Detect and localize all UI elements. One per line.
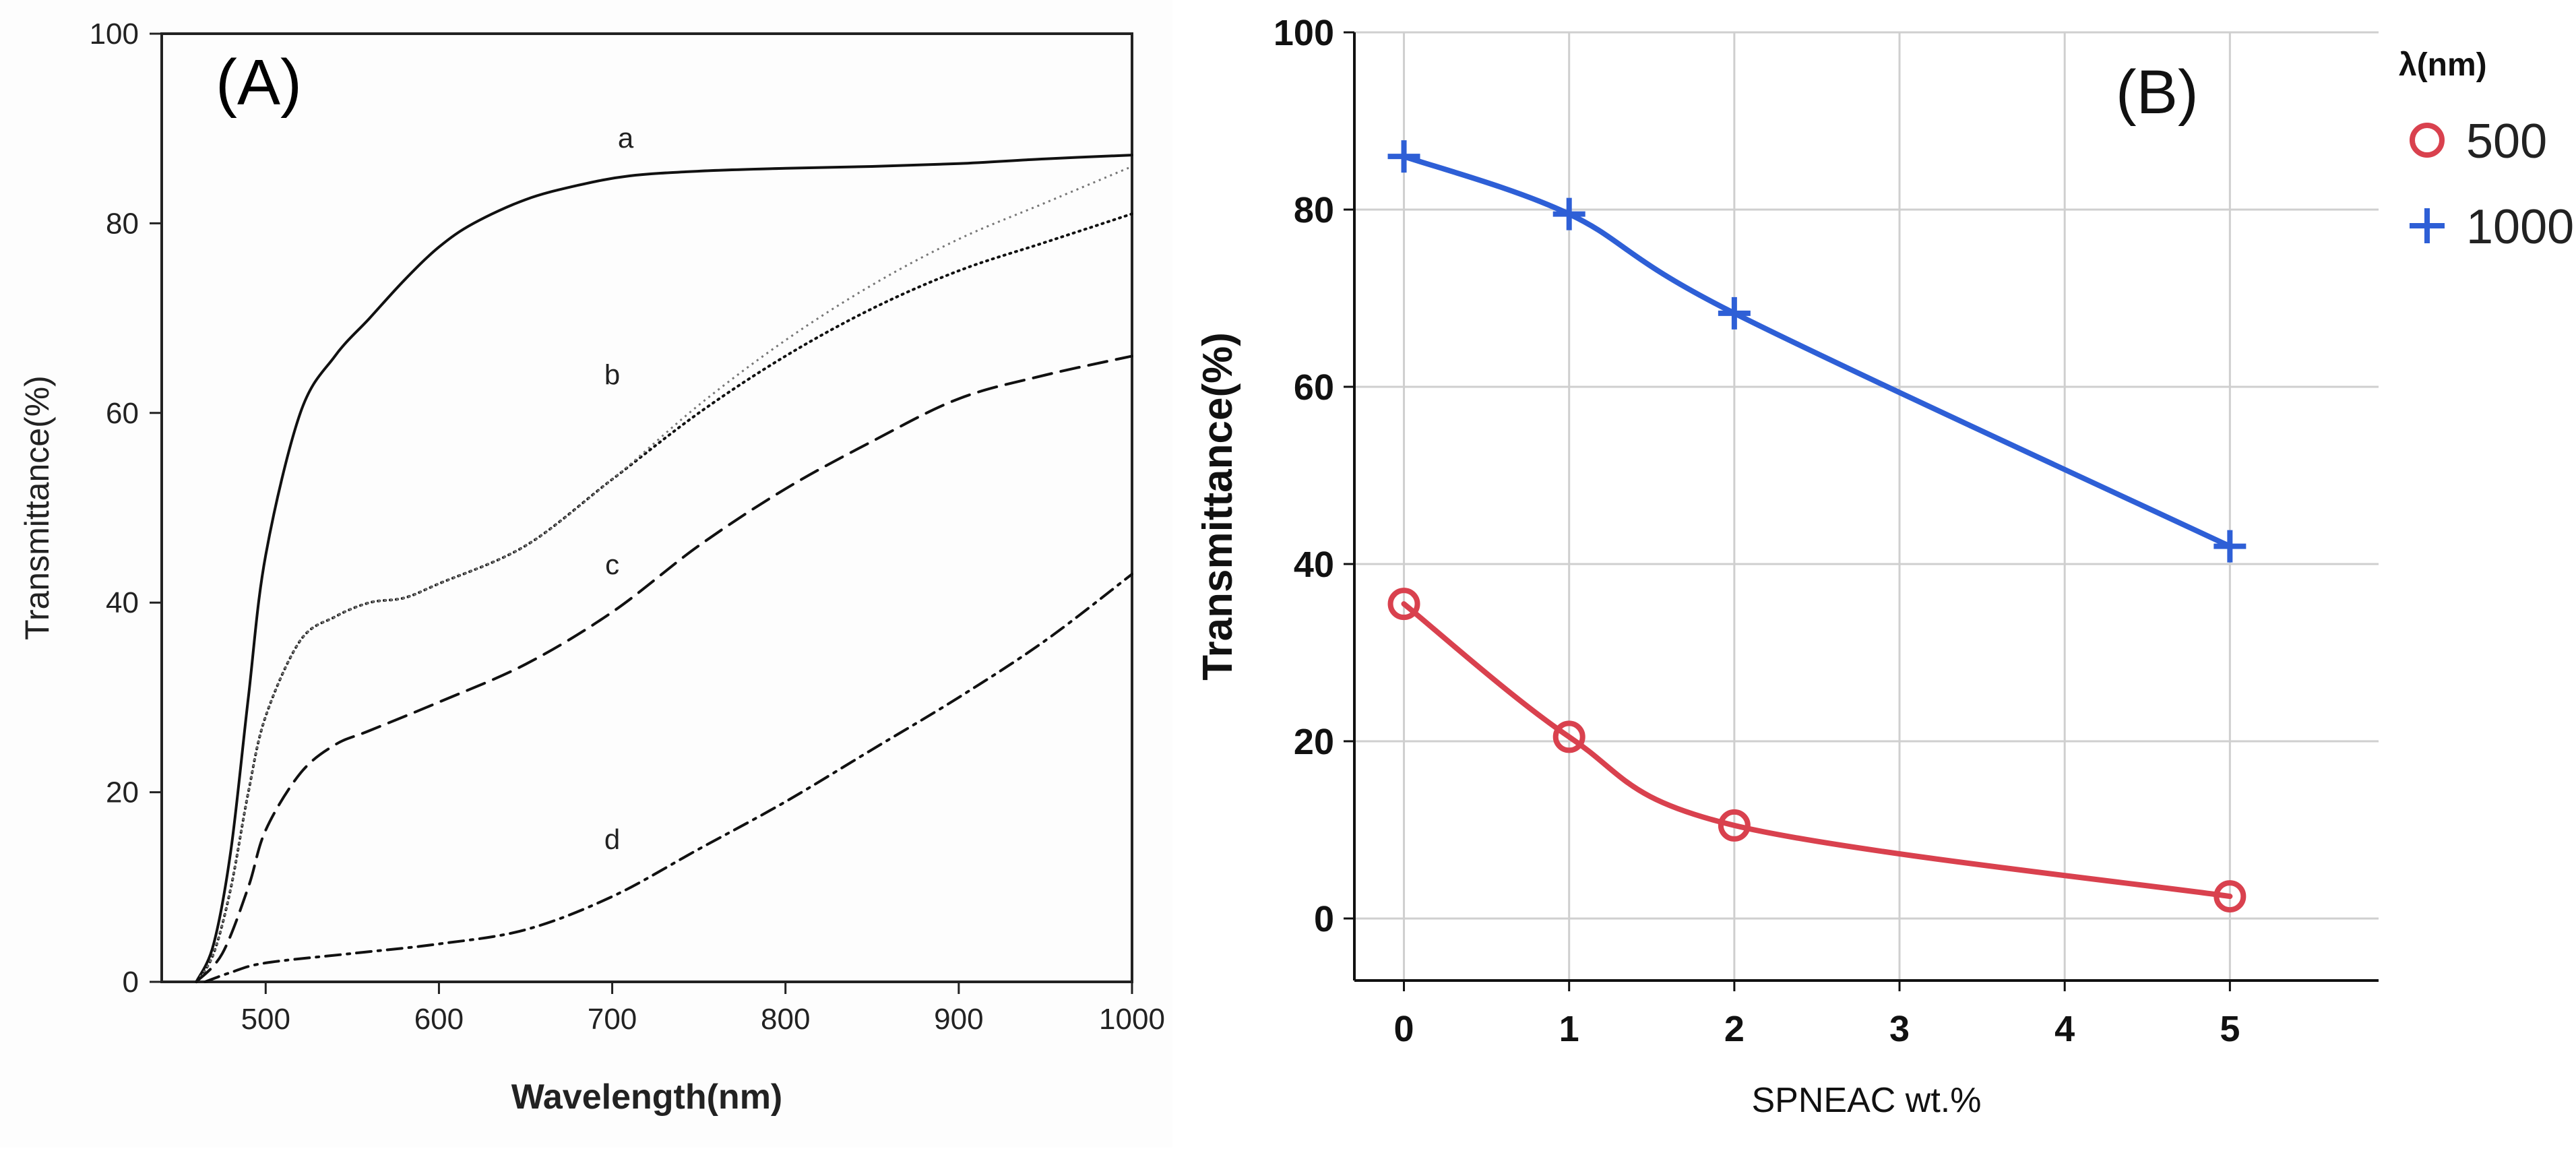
y-axis-title: Transmittance(%) [1195, 332, 1241, 681]
y-tick-label: 40 [1294, 545, 1334, 585]
x-tick-label: 1 [1559, 1009, 1579, 1049]
x-tick-label: 1000 [1099, 1003, 1165, 1036]
y-tick-label: 40 [106, 586, 139, 619]
series-line-b [195, 212, 1133, 983]
x-tick-label: 5 [2220, 1009, 2240, 1049]
legend-title: λ(nm) [2399, 47, 2487, 83]
x-tick-label: 0 [1394, 1009, 1414, 1049]
data-point-500 [1718, 809, 1751, 842]
x-tick-label: 900 [934, 1003, 983, 1036]
panel-label: (B) [2116, 58, 2199, 127]
series-line-d [203, 573, 1133, 983]
series-line-1000 [1401, 154, 2233, 549]
y-tick-label: 60 [106, 397, 139, 430]
chart-a-svg: 0 20 40 60 80 100 500 600 700 800 900 1000 Wavelengt… [18, 18, 1165, 1117]
chart-panel-a: 0 20 40 60 80 100 500 600 700 800 900 1000 Wavelengt… [0, 0, 1172, 1148]
series-line-c [195, 354, 1133, 983]
chart-panel-b: 0 1 2 3 4 5 0 20 40 60 80 100 SPNEAC wt.% Transmittan… [1172, 0, 2576, 1148]
curve-label-d: d [604, 823, 620, 855]
x-tick-label: 3 [1889, 1009, 1910, 1049]
x-tick-label: 500 [241, 1003, 290, 1036]
y-tick-label: 100 [1274, 13, 1334, 53]
x-tick-label: 4 [2054, 1009, 2075, 1049]
curve-label-c: c [605, 549, 619, 580]
data-point-500 [1552, 720, 1585, 753]
panel-label: (A) [216, 46, 302, 119]
y-tick-label: 60 [1294, 367, 1334, 408]
legend-label-1000: 1000 [2466, 200, 2574, 254]
x-tick-label: 2 [1724, 1009, 1745, 1049]
data-point-500 [2213, 880, 2247, 913]
legend-label-500: 500 [2466, 115, 2547, 168]
chart-b-svg: 0 1 2 3 4 5 0 20 40 60 80 100 SPNEAC wt.% Transmittan… [1195, 13, 2574, 1120]
y-tick-label: 0 [1314, 899, 1334, 939]
x-tick-label: 700 [588, 1003, 637, 1036]
data-point-1000 [1552, 197, 1585, 230]
legend-marker-500 [2410, 123, 2445, 158]
data-point-1000 [2213, 530, 2247, 563]
x-axis-title: SPNEAC wt.% [1752, 1081, 1982, 1120]
x-axis-title: Wavelength(nm) [511, 1078, 783, 1117]
plot-frame [160, 32, 1133, 983]
curve-label-a: a [618, 122, 634, 154]
y-tick-label: 80 [106, 207, 139, 240]
data-point-500 [1387, 588, 1420, 621]
series-line-b-envelope [195, 165, 1133, 983]
data-point-1000 [1718, 297, 1751, 330]
series-line-500 [1401, 601, 2233, 900]
y-tick-label: 100 [90, 18, 139, 51]
x-tick-label: 800 [761, 1003, 810, 1036]
curve-label-b: b [604, 359, 620, 391]
y-tick-label: 0 [123, 966, 139, 999]
y-axis-title: Transmittance(%) [18, 375, 56, 640]
data-point-1000 [1387, 140, 1420, 173]
y-tick-label: 80 [1294, 190, 1334, 230]
x-tick-label: 600 [414, 1003, 464, 1036]
y-tick-label: 20 [1294, 722, 1334, 762]
y-tick-label: 20 [106, 776, 139, 809]
series-line-a [195, 154, 1133, 983]
